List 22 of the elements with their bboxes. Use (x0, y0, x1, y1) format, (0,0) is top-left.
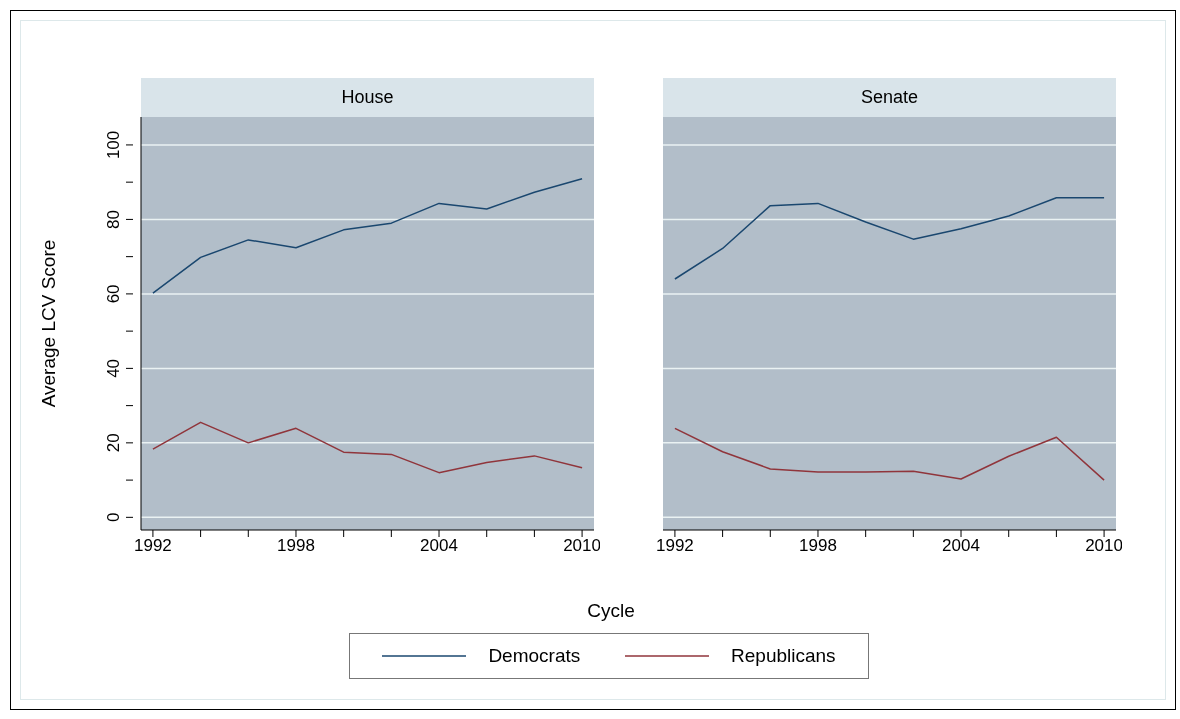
x-tick-label: 1998 (277, 536, 315, 556)
legend-label: Republicans (731, 645, 836, 667)
y-tick-label: 80 (104, 209, 123, 229)
x-tick-label: 2010 (1085, 536, 1123, 556)
y-axis-title: Average LCV Score (37, 239, 59, 408)
y-tick-label: 0 (104, 512, 123, 523)
legend-label: Democrats (488, 645, 581, 667)
x-tick-label: 2004 (420, 536, 458, 556)
line-series (152, 178, 583, 294)
x-tick-label: 1992 (134, 536, 172, 556)
x-axis-title: Cycle (586, 600, 636, 622)
y-tick-label: 40 (104, 358, 123, 378)
x-tick-label: 1998 (799, 536, 837, 556)
y-tick-label: 100 (104, 130, 123, 160)
chart-title: House (141, 78, 594, 117)
chart-title: Senate (663, 78, 1116, 117)
x-tick-label: 2004 (942, 536, 980, 556)
y-tick-label: 60 (104, 284, 123, 304)
y-tick-label: 20 (104, 433, 123, 453)
x-tick-label: 1992 (656, 536, 694, 556)
line-series (152, 421, 583, 474)
x-tick-label: 2010 (563, 536, 601, 556)
